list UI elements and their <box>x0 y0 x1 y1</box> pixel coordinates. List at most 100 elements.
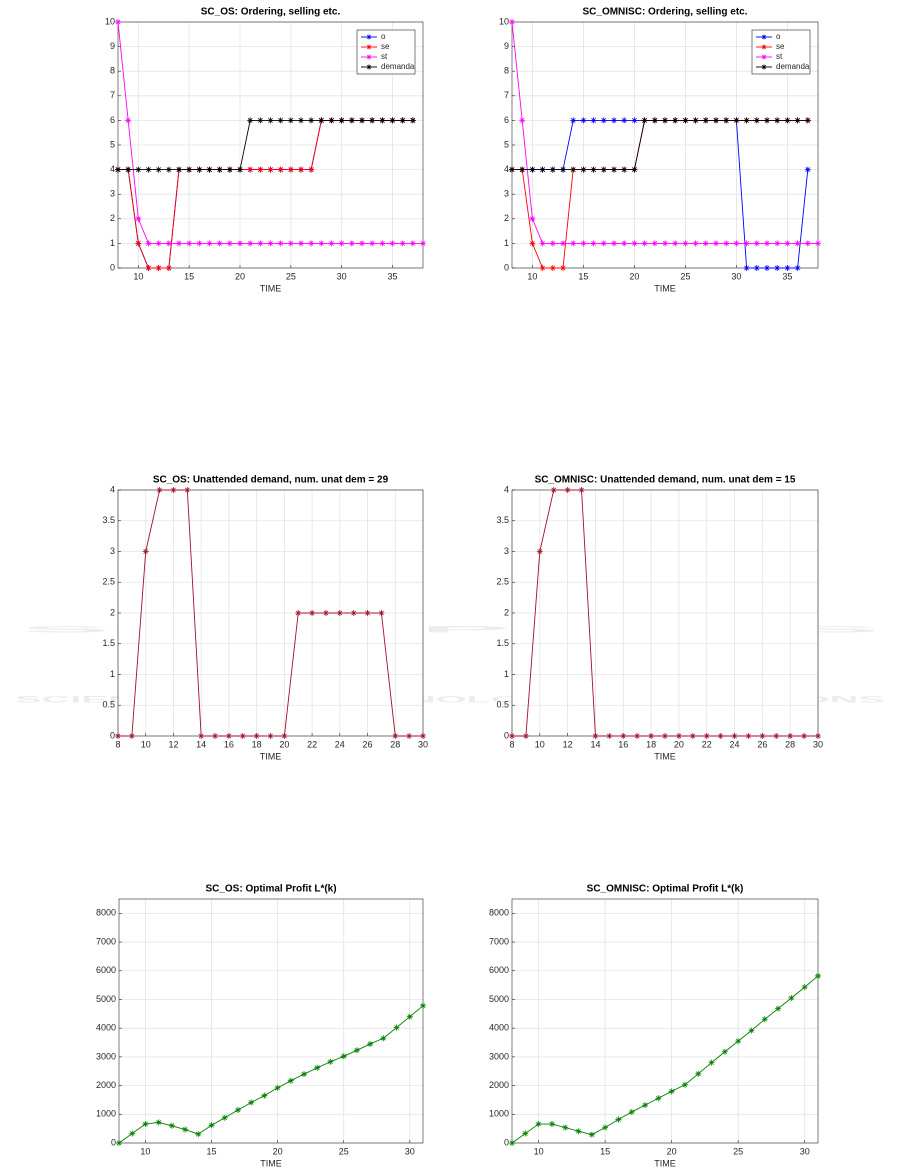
data-point <box>186 166 193 173</box>
data-point <box>539 166 546 173</box>
data-point <box>420 733 426 739</box>
data-point <box>234 1106 241 1113</box>
plot-border <box>117 21 424 269</box>
data-point <box>369 117 376 124</box>
data-point <box>784 240 791 247</box>
data-point <box>692 117 699 124</box>
data-point <box>628 1109 635 1115</box>
y-tick-label: 4 <box>504 164 509 174</box>
data-point <box>743 265 750 271</box>
data-point <box>539 240 546 247</box>
data-point <box>731 733 738 739</box>
data-point <box>237 240 243 247</box>
data-point <box>135 240 142 247</box>
data-point <box>206 240 213 247</box>
data-point <box>611 240 617 247</box>
data-point <box>226 240 233 247</box>
data-point <box>327 1058 334 1065</box>
data-point <box>393 1024 400 1031</box>
x-tick-label: 18 <box>646 739 656 749</box>
data-point <box>580 166 587 173</box>
data-point <box>115 166 121 173</box>
data-point <box>287 117 294 124</box>
data-point <box>116 1140 122 1146</box>
y-tick-label: 4 <box>504 484 509 494</box>
data-point <box>774 117 781 124</box>
data-point <box>550 487 557 493</box>
data-point <box>788 995 795 1002</box>
x-tick-label: 20 <box>629 271 639 281</box>
data-point <box>338 240 345 247</box>
data-point <box>662 117 668 124</box>
data-point <box>142 1121 149 1128</box>
data-point <box>399 117 406 124</box>
watermark-title: SCITEPRESS <box>20 624 880 634</box>
data-point <box>708 1059 715 1066</box>
x-tick-label: 15 <box>578 271 588 281</box>
x-tick-label: 12 <box>563 739 573 749</box>
data-point <box>176 240 182 247</box>
data-point <box>588 1131 595 1138</box>
data-point <box>753 117 760 124</box>
x-tick-label: 20 <box>279 739 289 749</box>
y-tick-label: 10 <box>105 16 115 26</box>
x-tick-label: 14 <box>196 739 206 749</box>
data-point <box>509 733 515 739</box>
data-point <box>539 265 546 271</box>
x-tick-label: 20 <box>235 271 245 281</box>
data-point <box>379 117 386 124</box>
data-point <box>761 1016 768 1023</box>
y-tick-label: 4 <box>110 164 115 174</box>
y-tick-label: 3000 <box>489 1051 509 1061</box>
legend-label: st <box>381 52 388 61</box>
x-tick-label: 35 <box>782 271 792 281</box>
data-point <box>713 117 719 124</box>
data-point <box>182 1126 189 1133</box>
y-tick-label: 1000 <box>96 1109 116 1119</box>
data-point <box>389 117 396 124</box>
plot-border <box>511 21 819 269</box>
y-tick-label: 2 <box>110 607 115 617</box>
legend-marker <box>366 64 372 70</box>
watermark-subtitle: SCIENCE AND TECHNOLOGY PUBLICATIONS <box>15 694 885 704</box>
data-point <box>142 548 149 555</box>
data-point <box>651 240 658 247</box>
y-tick-label: 6000 <box>96 965 116 975</box>
x-tick-label: 12 <box>168 739 178 749</box>
legend-marker <box>761 64 767 70</box>
x-tick-label: 28 <box>785 739 795 749</box>
data-point <box>509 1140 515 1146</box>
y-tick-label: 3.5 <box>102 515 115 525</box>
data-point <box>804 240 811 247</box>
y-tick-label: 7 <box>110 90 115 100</box>
x-axis-label: TIME <box>260 283 282 293</box>
y-tick-label: 7000 <box>489 936 509 946</box>
data-point <box>606 733 613 739</box>
legend-marker <box>366 54 372 60</box>
x-axis-label: TIME <box>260 751 282 761</box>
x-tick-label: 8 <box>509 739 514 749</box>
x-tick-label: 15 <box>184 271 194 281</box>
y-tick-label: 2 <box>110 213 115 223</box>
data-point <box>298 166 304 173</box>
x-tick-label: 22 <box>307 739 317 749</box>
data-point <box>125 166 132 173</box>
data-point <box>695 1070 702 1077</box>
y-tick-label: 2000 <box>96 1080 116 1090</box>
data-point <box>733 117 740 124</box>
y-tick-label: 1.5 <box>496 638 509 648</box>
data-point <box>560 265 566 271</box>
data-point <box>519 117 526 124</box>
legend-marker <box>761 34 767 40</box>
data-point <box>364 610 371 616</box>
data-point <box>611 117 617 124</box>
y-tick-label: 1 <box>504 238 509 248</box>
data-point <box>145 265 152 271</box>
x-tick-label: 14 <box>590 739 600 749</box>
data-point <box>353 1047 360 1054</box>
data-point <box>225 733 232 739</box>
y-tick-label: 3 <box>110 189 115 199</box>
x-tick-label: 24 <box>730 739 740 749</box>
data-point <box>641 240 648 247</box>
data-point <box>560 240 566 247</box>
